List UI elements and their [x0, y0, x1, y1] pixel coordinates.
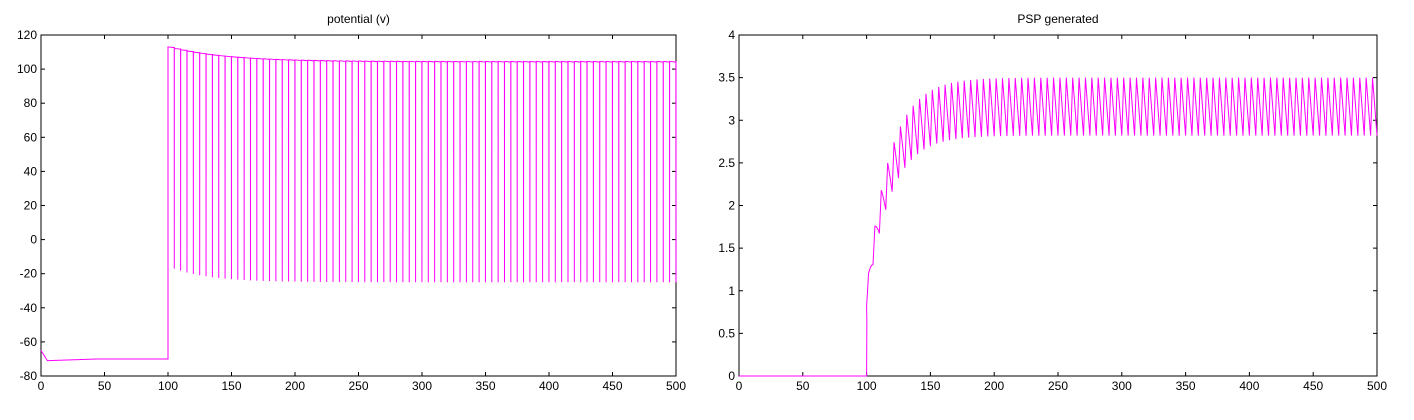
y-tick-label: 0: [728, 369, 735, 383]
y-tick-label: 2.5: [718, 156, 735, 170]
x-tick-label: 0: [736, 379, 743, 393]
x-tick-label: 450: [1303, 379, 1323, 393]
y-tick-label: -80: [20, 369, 38, 383]
y-tick-label: 3.5: [718, 71, 735, 85]
ticks-psp: 0 50 100 150 200 250 300 350 400 450 500 0 0.5 1 1.5 2 2…: [718, 28, 1387, 393]
x-tick-label: 0: [38, 379, 45, 393]
x-tick-label: 50: [796, 379, 810, 393]
series-line-potential: [40, 46, 677, 362]
axes-frame-psp: [738, 34, 1378, 377]
x-tick-label: 200: [285, 379, 305, 393]
x-tick-label: 100: [158, 379, 178, 393]
psp-plot: PSP generated 0 50 100 150 200 250 300 350 400 45…: [718, 12, 1387, 393]
x-tick-label: 300: [1112, 379, 1132, 393]
y-tick-label: 3: [728, 113, 735, 127]
x-tick-label: 400: [539, 379, 559, 393]
y-tick-label: 2: [728, 199, 735, 213]
x-tick-label: 150: [920, 379, 940, 393]
y-tick-label: -60: [20, 335, 38, 349]
y-tick-label: 0.5: [718, 326, 735, 340]
y-tick-label: 40: [24, 164, 38, 178]
x-tick-label: 500: [1367, 379, 1387, 393]
y-tick-label: 1: [728, 284, 735, 298]
x-tick-label: 250: [348, 379, 368, 393]
x-tick-label: 200: [984, 379, 1004, 393]
y-tick-label: 80: [24, 96, 38, 110]
x-tick-label: 250: [1048, 379, 1068, 393]
x-tick-label: 100: [857, 379, 877, 393]
y-tick-label: 100: [17, 62, 37, 76]
y-tick-label: 120: [17, 28, 37, 42]
y-tick-label: 1.5: [718, 241, 735, 255]
x-tick-label: 500: [666, 379, 686, 393]
y-tick-label: -40: [20, 301, 38, 315]
plot-title-potential: potential (v): [327, 12, 390, 26]
y-tick-label: 20: [24, 199, 38, 213]
plot-title-psp: PSP generated: [1017, 12, 1098, 26]
y-tick-label: 0: [30, 233, 37, 247]
ticks-potential: 0 50 100 150 200 250 300 350 400 450 500-80-60-40-…: [17, 28, 686, 393]
y-tick-label: 4: [728, 28, 735, 42]
y-tick-label: 60: [24, 130, 38, 144]
x-tick-label: 50: [98, 379, 112, 393]
y-tick-label: -20: [20, 267, 38, 281]
x-tick-label: 350: [1176, 379, 1196, 393]
series-line-psp: [739, 77, 1378, 377]
x-tick-label: 400: [1239, 379, 1259, 393]
potential-plot: potential (v) 0 50 100 150 200 250 300 350 400 45…: [17, 12, 686, 393]
x-tick-label: 300: [412, 379, 432, 393]
x-tick-label: 150: [221, 379, 241, 393]
x-tick-label: 350: [475, 379, 495, 393]
x-tick-label: 450: [602, 379, 622, 393]
